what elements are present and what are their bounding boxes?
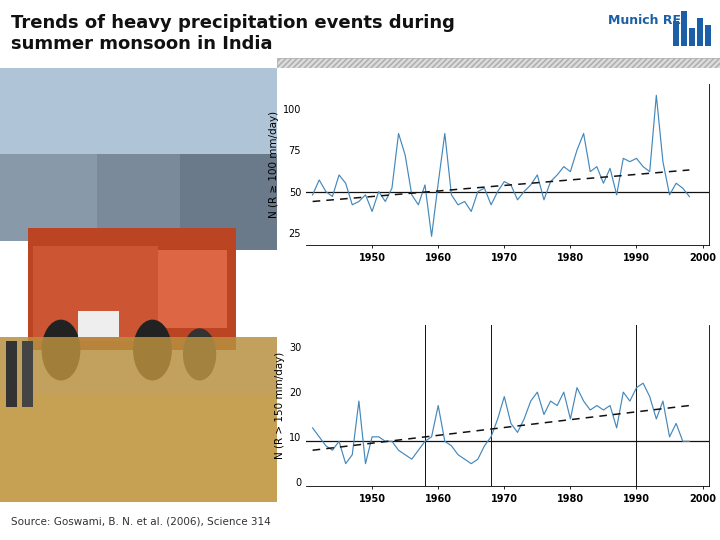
Text: Source: Goswami, B. N. et al. (2006), Science 314: Source: Goswami, B. N. et al. (2006), Sc… — [11, 516, 271, 526]
Bar — [277, 58, 720, 68]
Bar — [158, 250, 228, 328]
Bar — [6, 341, 17, 407]
Bar — [78, 311, 120, 337]
Bar — [0, 154, 97, 241]
Text: Munich RE: Munich RE — [608, 14, 681, 26]
Y-axis label: N (R > 150 mm/day): N (R > 150 mm/day) — [274, 352, 284, 459]
Bar — [0, 68, 277, 154]
Circle shape — [183, 328, 216, 381]
Bar — [97, 154, 180, 233]
Circle shape — [133, 320, 172, 381]
Circle shape — [42, 320, 81, 381]
Bar — [33, 246, 158, 341]
Bar — [705, 25, 711, 46]
Bar — [681, 11, 687, 46]
Bar — [673, 21, 679, 46]
Bar — [22, 341, 33, 407]
Bar — [689, 28, 695, 46]
Text: Trends of heavy precipitation events during: Trends of heavy precipitation events dur… — [11, 14, 454, 31]
Bar — [277, 58, 720, 68]
Y-axis label: N (R ≥ 100 mm/day): N (R ≥ 100 mm/day) — [269, 111, 279, 218]
Bar — [0, 394, 277, 502]
Bar — [0, 337, 277, 502]
Text: summer monsoon in India: summer monsoon in India — [11, 35, 272, 53]
Bar — [180, 154, 277, 250]
Bar — [697, 18, 703, 46]
Bar — [27, 228, 235, 350]
